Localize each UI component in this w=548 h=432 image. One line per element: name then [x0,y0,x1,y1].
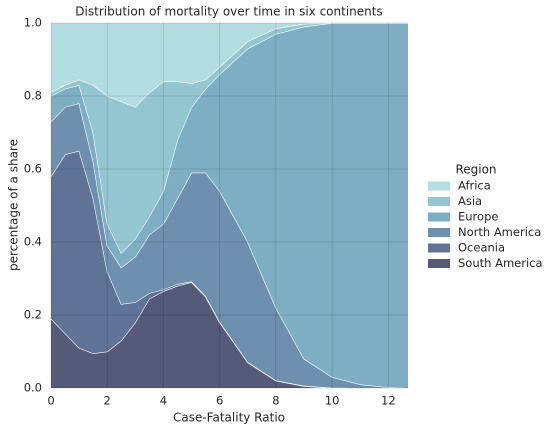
legend-swatch [428,243,450,253]
x-tick-label: 0 [47,394,54,408]
legend-label: South America [458,256,543,270]
x-tick-label: 2 [104,394,111,408]
legend-swatch [428,197,450,206]
legend-label: Africa [458,179,491,193]
legend-label: Europe [458,210,498,224]
legend-swatch [428,212,450,222]
area [51,23,408,388]
area [51,103,408,389]
legend-label: Oceania [458,241,505,255]
legend-swatch [428,228,450,237]
y-tick-label: 0.6 [24,162,42,176]
x-tick-label: 6 [216,394,223,408]
x-tick-label: 10 [325,394,340,408]
x-axis-label: Case-Fatality Ratio [173,411,285,425]
legend-label: Asia [458,194,482,208]
legend-swatch [428,181,450,191]
y-axis-label: percentage of a share [7,139,21,271]
y-tick-label: 1.0 [24,16,42,30]
area [51,282,408,388]
x-tick-label: 8 [272,394,279,408]
area [51,23,408,107]
y-tick-label: 0.8 [24,89,42,103]
x-tick-label: 12 [381,394,396,408]
legend-title: Region [455,163,496,177]
x-tick-label: 4 [160,394,167,408]
legend-label: North America [458,225,541,239]
y-tick-label: 0.4 [24,235,42,249]
legend-swatch [428,259,450,268]
y-tick-label: 0.0 [24,381,42,395]
y-tick-label: 0.2 [24,308,42,322]
area [51,23,408,253]
chart-title: Distribution of mortality over time in s… [75,5,382,19]
